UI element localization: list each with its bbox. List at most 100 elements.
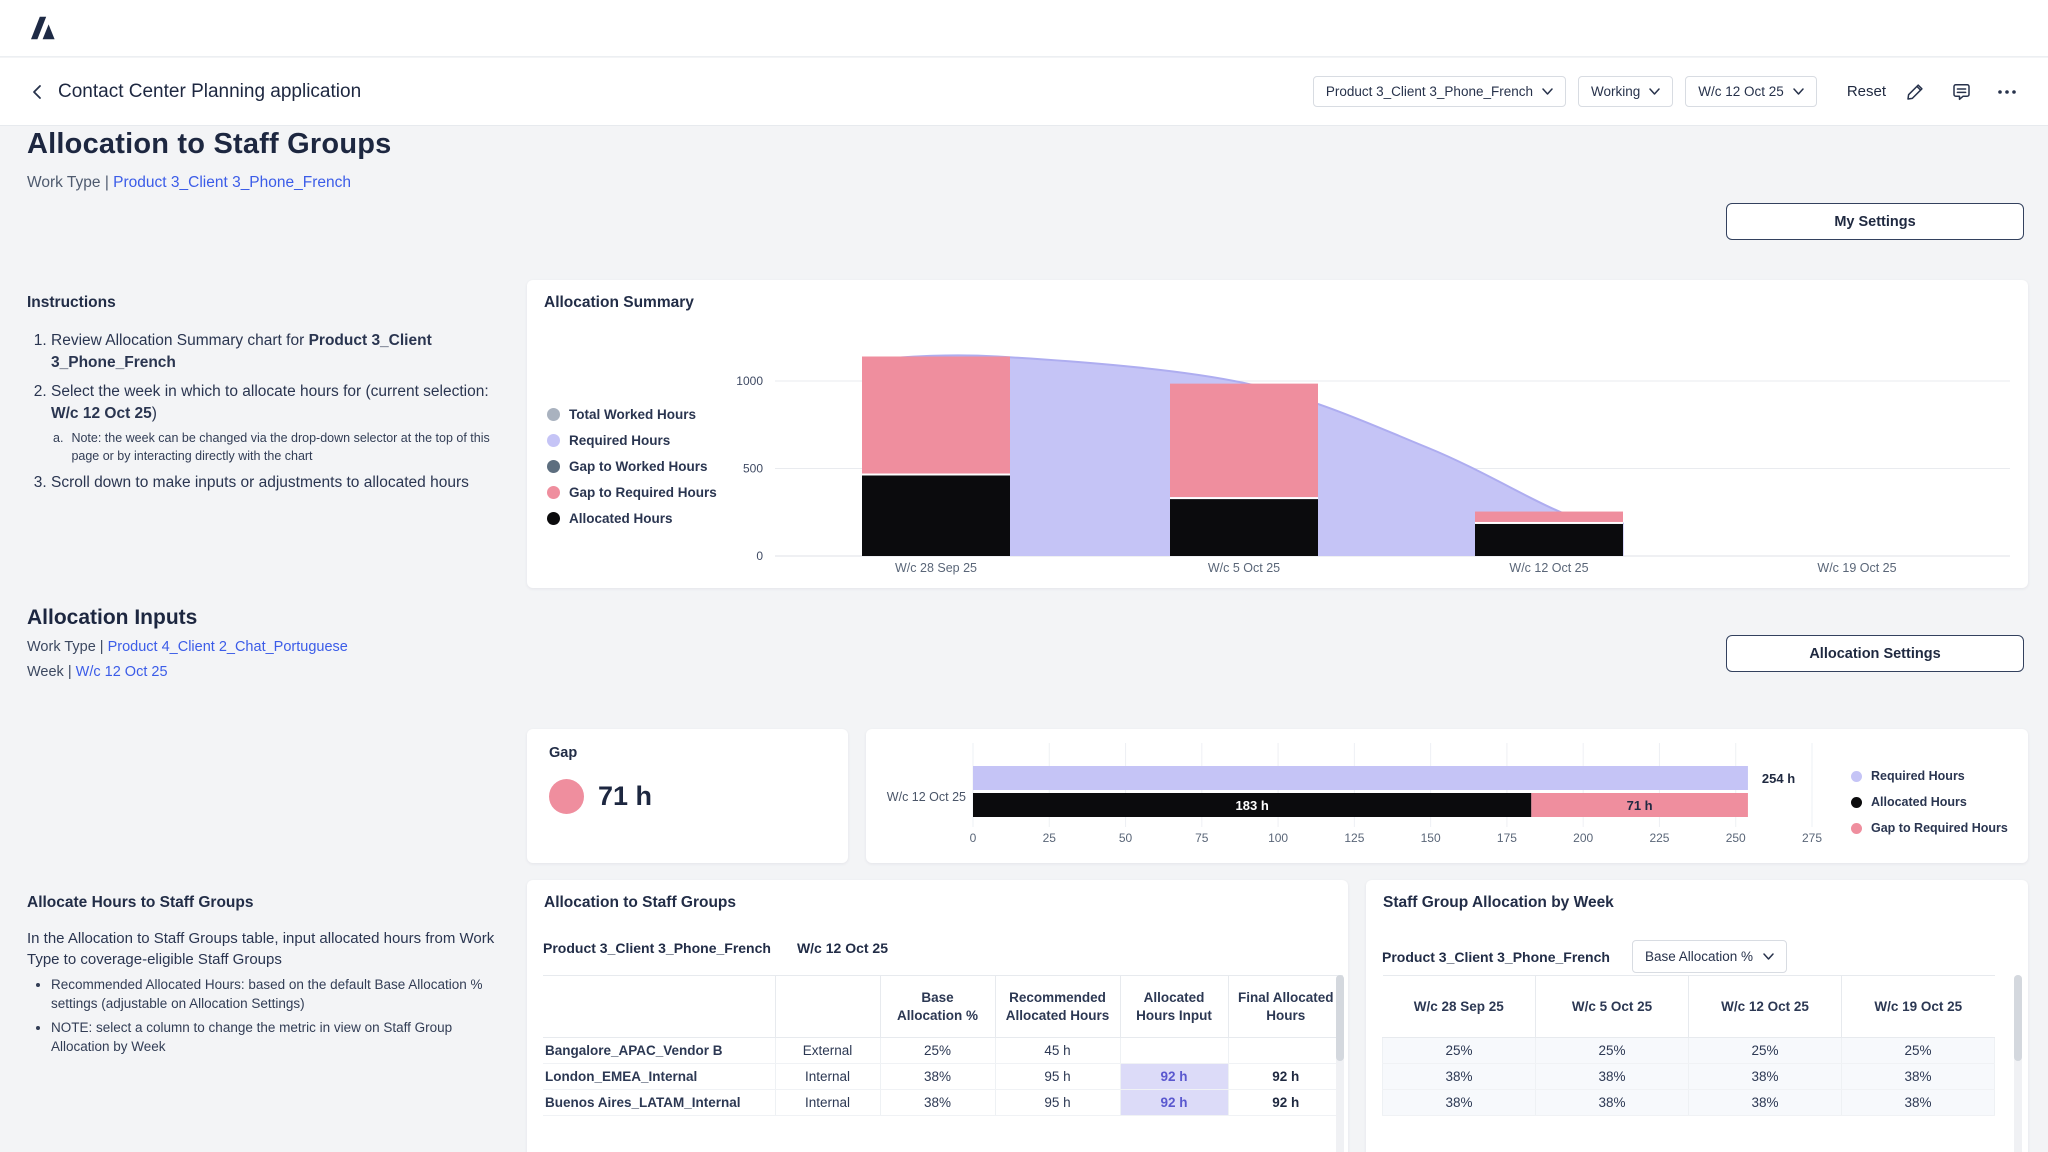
svg-text:1000: 1000 <box>736 374 763 388</box>
legend-dot-icon <box>547 460 560 473</box>
staff-table-context: Product 3_Client 3_Phone_French W/c 12 O… <box>543 940 888 956</box>
staff-table-scrollbar[interactable] <box>1336 975 1344 1152</box>
top-logo-bar <box>0 0 2048 57</box>
staff-group-type: External <box>774 1037 881 1064</box>
allocated-hours-input-cell[interactable]: 92 h <box>1119 1063 1229 1090</box>
svg-text:W/c 12 Oct 25: W/c 12 Oct 25 <box>1509 561 1588 575</box>
legend-dot-icon <box>1851 822 1862 834</box>
chevron-left-icon <box>33 84 41 99</box>
staff-group-name[interactable]: London_EMEA_Internal <box>543 1063 776 1090</box>
base-allocation-cell: 38% <box>879 1063 996 1090</box>
svg-text:75: 75 <box>1195 831 1209 845</box>
svg-text:W/c 28 Sep 25: W/c 28 Sep 25 <box>895 561 977 575</box>
legend-dot-icon <box>547 512 560 525</box>
legend-item[interactable]: Total Worked Hours <box>547 407 717 422</box>
weekly-allocation-chart-card: 0 25 50 75 100 125 150 175 200 225 250 275 W/c 12 Oc… <box>866 729 2028 863</box>
chevron-down-icon <box>1649 88 1661 95</box>
more-options-button[interactable] <box>1990 75 2024 109</box>
legend-label: Total Worked Hours <box>569 407 697 422</box>
recommended-hours-cell: 45 h <box>994 1037 1121 1064</box>
reset-button[interactable]: Reset <box>1846 83 1886 100</box>
svg-text:W/c 19 Oct 25: W/c 19 Oct 25 <box>1817 561 1896 575</box>
chevron-down-icon <box>1763 953 1774 960</box>
staff-table-context-work-type: Product 3_Client 3_Phone_French <box>543 940 771 956</box>
svg-text:183 h: 183 h <box>1236 798 1269 813</box>
allocation-inputs-work-type: Work Type | Product 4_Client 2_Chat_Port… <box>27 639 348 655</box>
edit-page-button[interactable] <box>1898 75 1932 109</box>
metric-selector[interactable]: Base Allocation % <box>1631 940 1788 973</box>
staff-group-name[interactable]: Bangalore_APAC_Vendor B <box>543 1037 776 1064</box>
legend-label: Required Hours <box>1871 769 1965 783</box>
week-table-context-work-type: Product 3_Client 3_Phone_French <box>1382 948 1610 965</box>
gap-card: Gap 71 h <box>527 729 848 863</box>
staff-group-name[interactable]: Buenos Aires_LATAM_Internal <box>543 1089 776 1116</box>
svg-text:W/c 5 Oct 25: W/c 5 Oct 25 <box>1208 561 1280 575</box>
base-allocation-cell: 38% <box>879 1089 996 1116</box>
staff-table-header[interactable]: Allocated Hours Input <box>1119 975 1229 1038</box>
work-type-selector[interactable]: Product 3_Client 3_Phone_French <box>1312 76 1566 107</box>
page-title: Allocation to Staff Groups <box>27 128 392 160</box>
allocation-summary-title: Allocation Summary <box>544 294 694 311</box>
allocation-inputs-week: Week | W/c 12 Oct 25 <box>27 664 168 680</box>
legend-item[interactable]: Gap to Required Hours <box>547 485 717 500</box>
legend-label: Gap to Required Hours <box>569 485 717 500</box>
work-type-label: Work Type | <box>27 174 109 191</box>
week-table-card: Staff Group Allocation by Week Product 3… <box>1366 880 2028 1152</box>
svg-text:150: 150 <box>1421 831 1441 845</box>
week-selector[interactable]: W/c 12 Oct 25 <box>1685 76 1817 107</box>
staff-table-header[interactable]: Base Allocation % <box>879 975 996 1038</box>
legend-item[interactable]: Allocated Hours <box>547 511 717 526</box>
allocation-inputs-block: Allocation Inputs Work Type | Product 4_… <box>27 606 505 680</box>
allocation-settings-button[interactable]: Allocation Settings <box>1726 635 2024 672</box>
week-table-title: Staff Group Allocation by Week <box>1383 894 1614 911</box>
staff-table-header[interactable]: Recommended Allocated Hours <box>994 975 1121 1038</box>
work-type-selector-value: Product 3_Client 3_Phone_French <box>1325 84 1533 99</box>
allocation-summary-card: Allocation Summary Total Worked Hours Req… <box>527 280 2028 588</box>
allocation-inputs-week-link[interactable]: W/c 12 Oct 25 <box>75 664 168 680</box>
legend-item[interactable]: Required Hours <box>1851 769 2008 783</box>
staff-table-header[interactable]: Final Allocated Hours <box>1227 975 1343 1038</box>
version-selector[interactable]: Working <box>1578 76 1674 107</box>
legend-item[interactable]: Gap to Required Hours <box>1851 821 2008 835</box>
my-settings-button[interactable]: My Settings <box>1726 203 2024 240</box>
staff-table-header-blank <box>774 975 881 1038</box>
work-type-link[interactable]: Product 3_Client 3_Phone_French <box>113 174 351 191</box>
week-table-scrollbar[interactable] <box>2014 975 2022 1152</box>
weekly-allocation-chart[interactable]: 0 25 50 75 100 125 150 175 200 225 250 275 W/c 12 Oc… <box>866 729 2028 863</box>
legend-label: Gap to Worked Hours <box>569 459 708 474</box>
week-allocation-cell: 25% <box>1535 1037 1689 1064</box>
legend-item[interactable]: Allocated Hours <box>1851 795 2008 809</box>
allocated-hours-input-cell[interactable] <box>1119 1037 1229 1064</box>
app-header-bar: Contact Center Planning application Prod… <box>0 58 2048 126</box>
instruction-item-2: Select the week in which to allocate hou… <box>51 381 505 465</box>
svg-text:100: 100 <box>1268 831 1288 845</box>
week-column-header[interactable]: W/c 12 Oct 25 <box>1688 975 1842 1038</box>
back-button[interactable] <box>24 78 52 106</box>
legend-label: Allocated Hours <box>1871 795 1967 809</box>
legend-label: Gap to Required Hours <box>1871 821 2008 835</box>
instruction-note: a. Note: the week can be changed via the … <box>53 431 490 464</box>
svg-text:0: 0 <box>970 831 977 845</box>
allocate-hours-block: Allocate Hours to Staff Groups In the Al… <box>27 894 505 1061</box>
legend-item[interactable]: Gap to Worked Hours <box>547 459 717 474</box>
recommended-hours-cell: 95 h <box>994 1063 1121 1090</box>
week-column-header[interactable]: W/c 28 Sep 25 <box>1382 975 1536 1038</box>
comments-button[interactable] <box>1944 75 1978 109</box>
allocation-inputs-work-type-link[interactable]: Product 4_Client 2_Chat_Portuguese <box>107 639 348 655</box>
week-column-header[interactable]: W/c 19 Oct 25 <box>1841 975 1995 1038</box>
week-allocation-cell: 25% <box>1688 1037 1842 1064</box>
ellipsis-icon <box>1998 89 2016 94</box>
allocation-summary-chart[interactable]: 0 500 1000 W/c 28 Sep 25 W/c 5 Oct 25 W/c 12 … <box>527 280 2028 588</box>
instructions-list: Review Allocation Summary chart for Prod… <box>27 330 505 494</box>
svg-text:175: 175 <box>1497 831 1517 845</box>
recommended-hours-cell: 95 h <box>994 1089 1121 1116</box>
legend-item[interactable]: Required Hours <box>547 433 717 448</box>
staff-table-context-week: W/c 12 Oct 25 <box>796 940 888 956</box>
allocated-hours-input-cell[interactable]: 92 h <box>1119 1089 1229 1116</box>
gap-status-dot <box>549 779 584 814</box>
week-column-header[interactable]: W/c 5 Oct 25 <box>1535 975 1689 1038</box>
anaplan-logo-icon <box>31 16 55 40</box>
pencil-icon <box>1907 83 1923 100</box>
legend-dot-icon <box>1851 770 1862 782</box>
